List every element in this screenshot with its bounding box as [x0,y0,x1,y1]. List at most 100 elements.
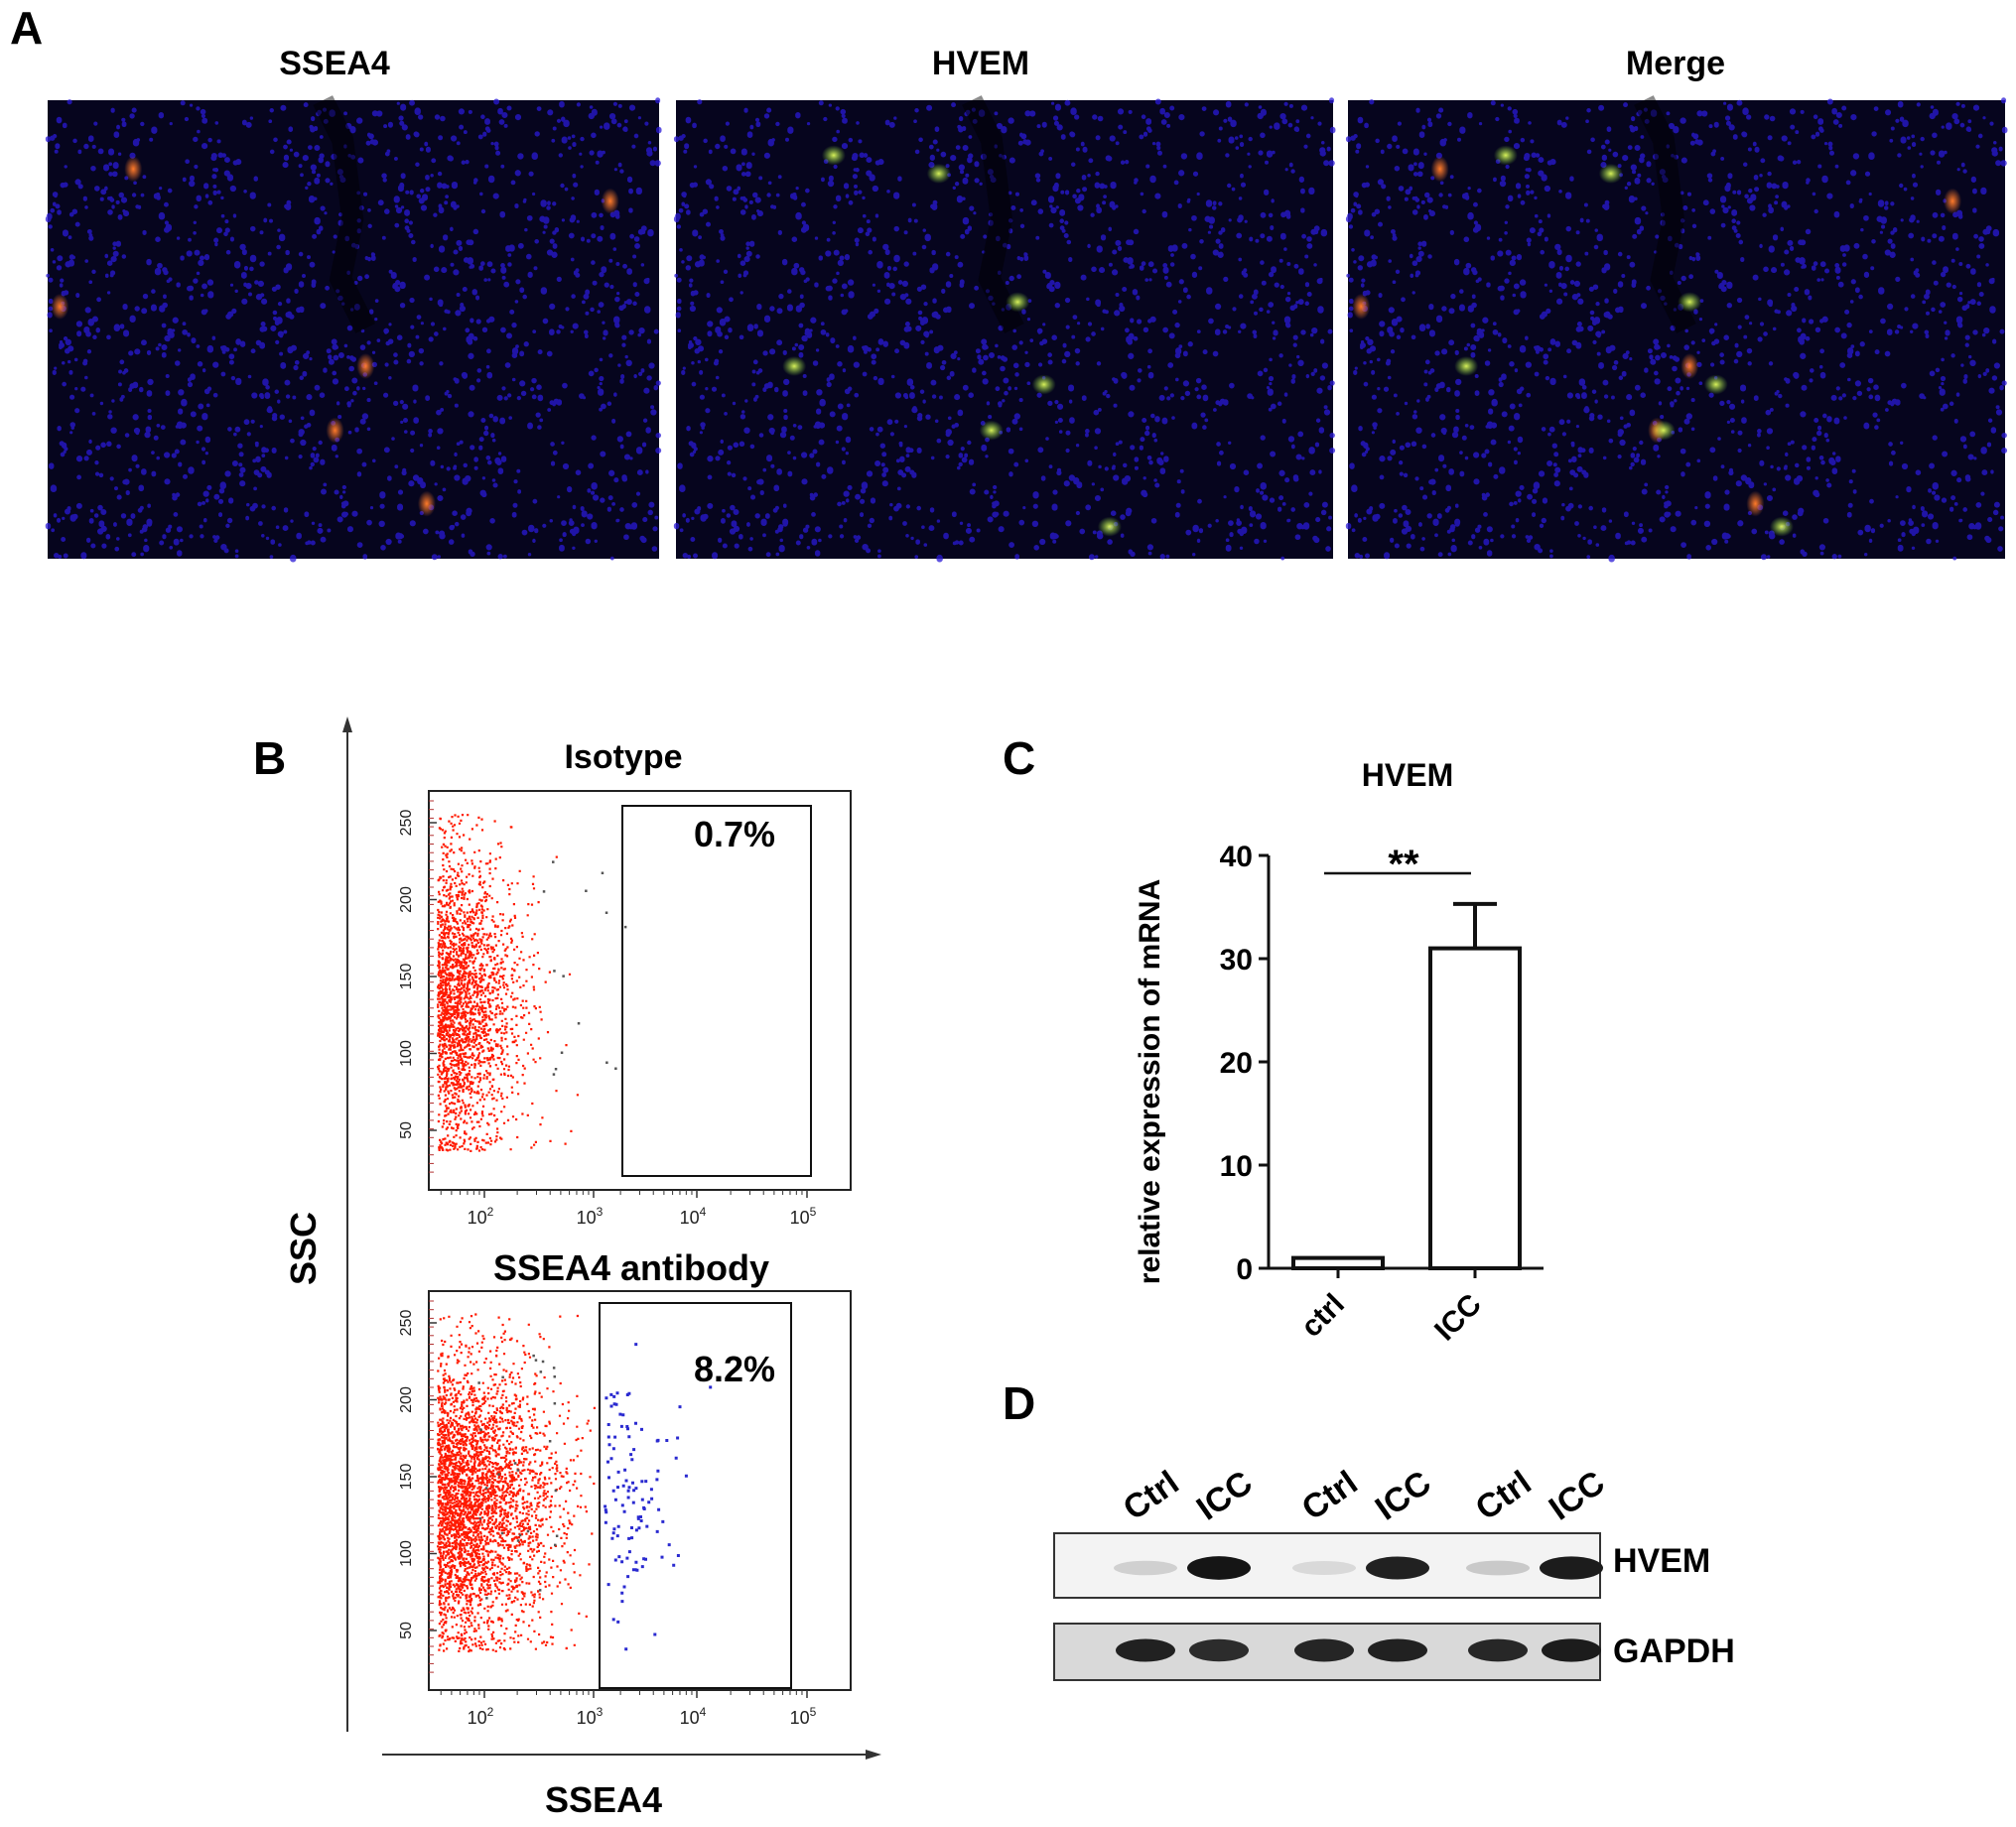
chart-title: HVEM [1362,757,1453,793]
flow-plot-title-isotype: Isotype [564,738,682,776]
flow-gate-isotype [621,805,812,1177]
y-tick-label: 250 [398,1310,415,1337]
hvem-positive-cell [782,355,807,376]
ssc-axis-label: SSC [283,1212,324,1285]
tissue-gap [962,95,1024,333]
hvem-positive-cell [1703,374,1728,395]
flow-gate-ssea4-antibody [599,1302,792,1689]
lane-label: Ctrl [1117,1464,1186,1528]
blot-band-gapdh [1468,1638,1528,1662]
x-tick-label: ICC [1428,1288,1488,1348]
ssea4-axis-arrow [382,1750,881,1760]
western-blot: Ctrl ICC Ctrl ICC Ctrl ICC HVEM GAPDH [1053,1464,1735,1681]
bar-ctrl [1291,1255,1385,1270]
ssea4-axis-label: SSEA4 [545,1779,662,1820]
nuclei-texture [45,97,662,563]
panel-a-letter: A [10,2,43,54]
micrograph-ssea4: SSEA4 [45,45,662,563]
flow-event-cloud [437,1313,596,1653]
y-tick-label: 10 [1220,1150,1253,1183]
y-tick-label: 150 [398,1464,415,1491]
band-label-gapdh: GAPDH [1613,1632,1735,1670]
blot-band-gapdh [1116,1638,1175,1662]
blot-band-gapdh [1189,1638,1249,1662]
hvem-positive-cell [979,420,1004,441]
x-tick-label: ctrl [1295,1288,1351,1344]
y-tick-label: 20 [1220,1047,1253,1080]
nuclei-texture [673,97,1336,563]
y-tick-label: 100 [398,1040,415,1067]
ssea4-positive-cell [1430,156,1449,183]
blot-band-hvem [1366,1556,1429,1580]
y-tick-label: 30 [1220,944,1253,977]
flow-plot-isotype: Isotype 0.7% 250 200 150 100 50 102 103 104 105 [398,738,852,1228]
blot-band-hvem [1187,1556,1251,1580]
hvem-positive-cell [1493,145,1518,166]
ssea4-positive-cell [601,188,619,214]
y-tick-label: 150 [398,964,415,990]
nuclei-texture [1345,97,2008,563]
micrograph-merge: Merge [1345,45,2008,563]
flow-plot-ssea4-antibody: SSEA4 antibody 8.2% 250 200 150 100 50 102 103… [398,1247,852,1728]
ssea4-positive-cell [356,352,375,379]
x-tick-label: 105 [790,1705,817,1728]
hvem-positive-cell [1598,163,1623,184]
ssea4-positive-cell [326,417,344,444]
x-tick-label: 104 [680,1205,707,1228]
bar-ICC [1428,946,1522,1270]
ssc-axis-arrow [342,717,352,1732]
chart-y-axis-label: relative expression of mRNA [1134,879,1166,1284]
blot-band-hvem [1292,1560,1356,1576]
lane-label: ICC [1543,1464,1612,1528]
blot-band-hvem [1114,1560,1177,1576]
hvem-positive-cell [1651,420,1676,441]
ssea4-positive-cell [124,156,143,183]
ssea4-positive-cell [1680,352,1699,379]
gate-percent-isotype: 0.7% [694,814,775,854]
x-tick-label: 102 [468,1705,494,1728]
y-tick-label: 200 [398,1386,415,1413]
blot-band-hvem [1466,1560,1530,1576]
hvem-positive-cell [926,163,951,184]
lane-label: Ctrl [1295,1464,1365,1528]
y-tick-label: 40 [1220,841,1253,873]
hvem-positive-cell [1006,292,1030,313]
ssea4-positive-cell [51,293,69,320]
hvem-positive-cell [1769,516,1794,537]
blot-band-gapdh [1542,1638,1601,1662]
x-tick-label: 103 [577,1205,604,1228]
band-label-hvem: HVEM [1613,1542,1710,1580]
hvem-positive-cell [1031,374,1056,395]
ssea4-positive-cell [1746,490,1765,517]
blot-band-gapdh [1294,1638,1354,1662]
lane-label: Ctrl [1469,1464,1539,1528]
x-tick-label: 105 [790,1205,817,1228]
significance-marker: ** [1388,843,1419,886]
y-tick-label: 0 [1236,1253,1253,1286]
micrograph-title-merge: Merge [1626,45,1725,82]
y-tick-label: 50 [398,1121,415,1139]
lane-label: ICC [1190,1464,1260,1528]
gate-percent-ssea4-antibody: 8.2% [694,1349,775,1389]
micrograph-title-hvem: HVEM [932,45,1029,82]
panel-b-letter: B [253,732,286,784]
x-tick-label: 103 [577,1705,604,1728]
flow-plot-title-ssea4-antibody: SSEA4 antibody [493,1247,769,1288]
y-tick-label: 250 [398,810,415,837]
hvem-positive-cell [1678,292,1702,313]
y-tick-label: 200 [398,886,415,913]
blot-band-gapdh [1368,1638,1427,1662]
y-tick-label: 100 [398,1540,415,1567]
panel-c-letter: C [1003,732,1035,784]
gated-events [604,1343,713,1651]
x-tick-label: 104 [680,1705,707,1728]
micrograph-title-ssea4: SSEA4 [279,45,390,82]
x-tick-label: 102 [468,1205,494,1228]
ssea4-positive-cell [1352,293,1371,320]
flow-event-cloud [437,814,579,1152]
bar-chart-hvem-mrna: HVEM relative expression of mRNA 0 10 20 30… [1134,757,1544,1347]
panel-d-letter: D [1003,1377,1035,1429]
tissue-gap [313,95,376,333]
hvem-positive-cell [1454,355,1479,376]
